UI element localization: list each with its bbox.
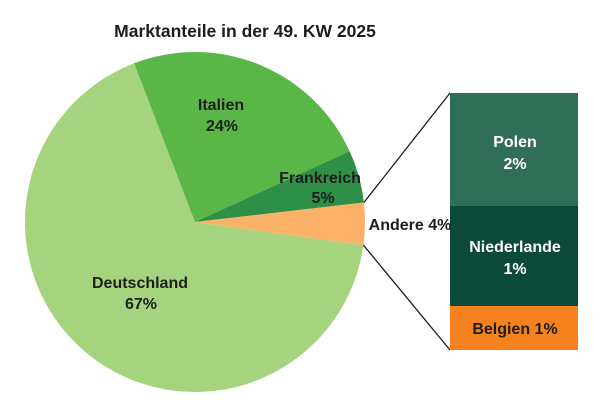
pie-slice-deutschland bbox=[24, 63, 364, 393]
bar-segment-belgien bbox=[450, 306, 578, 350]
pie bbox=[24, 52, 366, 393]
bar-labels: Polen 2% Niederlande 1% Belgien 1% bbox=[469, 134, 561, 338]
pie-slice-andere bbox=[195, 202, 366, 246]
breakout-bar bbox=[450, 93, 578, 350]
label-andere: Andere 4% bbox=[369, 217, 452, 234]
connector-line-bottom bbox=[362, 244, 451, 351]
label-frankreich-pct: 5% bbox=[311, 190, 334, 207]
label-belgien: Belgien 1% bbox=[472, 321, 557, 338]
bar-segment-niederlande bbox=[450, 206, 578, 306]
label-niederlande-pct: 1% bbox=[503, 261, 526, 278]
chart-title: Marktanteile in der 49. KW 2025 bbox=[114, 21, 376, 41]
pie-slice-frankreich bbox=[195, 151, 364, 222]
label-polen-pct: 2% bbox=[503, 156, 526, 173]
label-frankreich: Frankreich bbox=[279, 170, 361, 187]
pie-slice-italien bbox=[134, 52, 350, 223]
label-polen: Polen bbox=[493, 134, 537, 151]
label-italien: Italien bbox=[198, 97, 244, 114]
label-italien-pct: 24% bbox=[206, 118, 238, 135]
breakout-connectors bbox=[362, 92, 451, 351]
label-deutschland: Deutschland bbox=[92, 275, 188, 292]
connector-line-top bbox=[363, 92, 451, 203]
bar-segment-polen bbox=[450, 93, 578, 206]
pie-labels: Deutschland 67% Italien 24% Frankreich 5… bbox=[92, 97, 451, 313]
label-deutschland-pct: 67% bbox=[125, 296, 157, 313]
label-niederlande: Niederlande bbox=[469, 239, 561, 256]
